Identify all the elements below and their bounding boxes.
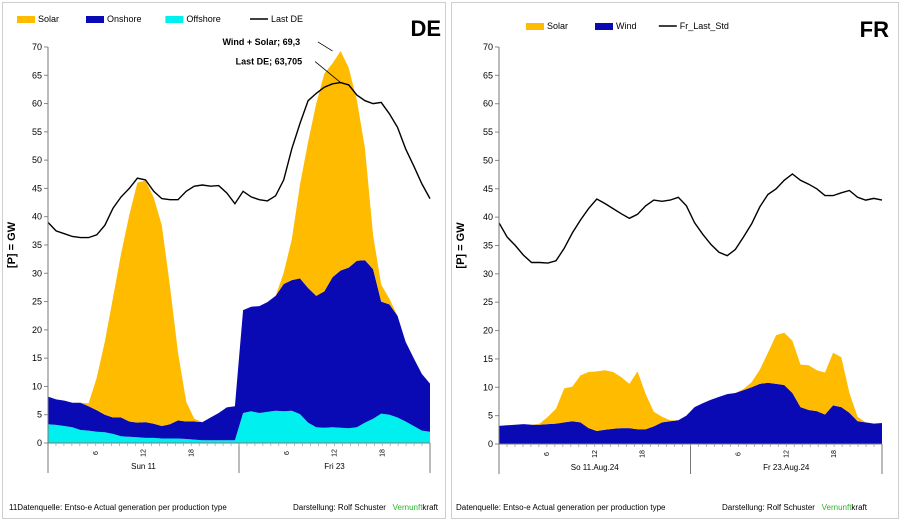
de-xtick-label-0: 6 (93, 451, 100, 455)
fr-day-label-1: Fr 23.Aug.24 (763, 463, 810, 472)
de-xtick-label-4: 12 (332, 449, 339, 457)
de-xtick-label-3: 6 (284, 451, 291, 455)
de-legend-swatch-1 (86, 16, 104, 23)
de-chart-panel: 0 5 10 15 20 25 30 35 40 45 50 55 60 65 70 6 12 18 6 12 18 Su… (2, 2, 446, 519)
de-xtick-label-1: 12 (141, 449, 148, 457)
de-legend-label-0: Solar (38, 14, 59, 24)
fr-area-solar (499, 332, 882, 431)
fr-brand-vernunft: Vernunft (821, 503, 852, 512)
de-brand-vernunft: Vernunft (392, 503, 423, 512)
de-footer-source: 11Datenquelle: Entso-e Actual generation… (9, 503, 227, 512)
fr-area-wind (499, 382, 882, 444)
de-ytick-label-10: 50 (32, 155, 42, 165)
fr-footer-source: Datenquelle: Entso-e Actual generation p… (456, 503, 666, 512)
de-legend-label-3: Last DE (271, 14, 303, 24)
fr-xtick-label-2: 18 (640, 450, 647, 458)
de-annotation-leader-1 (314, 61, 341, 83)
fr-line-fr-last-std (498, 173, 883, 264)
de-y-axis-label: [P] = GW (6, 221, 18, 268)
fr-ytick-label-10: 50 (483, 155, 493, 165)
de-ytick-label-2: 10 (32, 381, 42, 391)
de-area-onshore (48, 260, 430, 441)
fr-ytick-label-6: 30 (483, 269, 493, 279)
de-ytick-label-5: 25 (32, 297, 42, 307)
fr-xtick-label-4: 12 (783, 450, 790, 458)
de-ytick-label-1: 5 (37, 410, 42, 420)
fr-day-label-0: So 11.Aug.24 (571, 463, 619, 472)
de-ytick-label-7: 35 (32, 240, 42, 250)
de-day-label-1: Fri 23 (324, 462, 345, 471)
de-legend-swatch-2 (165, 16, 184, 23)
fr-ytick-label-0: 0 (488, 439, 493, 449)
fr-y-axis-label: [P] = GW (455, 222, 467, 269)
de-chart: 0 5 10 15 20 25 30 35 40 45 50 55 60 65 70 6 12 18 6 12 18 Su… (6, 14, 441, 473)
fr-xtick-label-3: 6 (735, 452, 742, 456)
fr-ytick-label-4: 20 (483, 326, 493, 336)
fr-chart-panel: 0 5 10 15 20 25 30 35 40 45 50 55 60 65 70 6 12 18 6 12 18 So… (451, 2, 899, 519)
fr-ytick-label-2: 10 (483, 382, 493, 392)
fr-ytick-label-11: 55 (483, 127, 493, 137)
de-xtick-label-2: 18 (188, 449, 195, 457)
de-annotation-1: Last DE; 63,705 (236, 57, 303, 67)
fr-footer-credit-text: Darstellung: Rolf Schuster (722, 503, 815, 512)
de-legend-label-1: Onshore (107, 14, 142, 24)
fr-title: FR (860, 17, 889, 42)
fr-xtick-label-0: 6 (544, 452, 551, 456)
fr-legend-swatch-0 (526, 23, 544, 30)
de-footer-credit: Darstellung: Rolf Schuster Vernunftkraft (293, 503, 438, 512)
de-area-offshore (48, 410, 430, 443)
de-title: DE (410, 16, 441, 41)
fr-ytick-label-14: 70 (483, 42, 493, 52)
fr-ytick-label-5: 25 (483, 297, 493, 307)
fr-legend-label-0: Solar (547, 21, 568, 31)
de-ytick-label-12: 60 (32, 99, 42, 109)
de-annotation-leader-0 (317, 41, 333, 52)
de-xtick-label-5: 18 (379, 449, 386, 457)
fr-footer-credit: Darstellung: Rolf Schuster Vernunftkraft (722, 503, 867, 512)
de-ytick-label-3: 15 (32, 353, 42, 363)
de-legend-swatch-0 (17, 16, 35, 23)
de-day-label-0: Sun 11 (131, 462, 156, 471)
fr-xtick-label-1: 12 (592, 450, 599, 458)
fr-ytick-label-12: 60 (483, 99, 493, 109)
de-ytick-label-9: 45 (32, 183, 42, 193)
de-ytick-label-8: 40 (32, 212, 42, 222)
fr-legend-swatch-1 (595, 23, 613, 30)
fr-legend-label-2: Fr_Last_Std (680, 21, 729, 31)
de-ytick-label-0: 0 (37, 438, 42, 448)
de-footer-credit-text: Darstellung: Rolf Schuster (293, 503, 386, 512)
fr-xtick-label-5: 18 (831, 450, 838, 458)
fr-legend-label-1: Wind (616, 21, 637, 31)
de-ytick-label-4: 20 (32, 325, 42, 335)
de-annotation-0: Wind + Solar; 69,3 (222, 37, 300, 47)
de-ytick-label-6: 30 (32, 268, 42, 278)
de-ytick-label-11: 55 (32, 127, 42, 137)
fr-ytick-label-8: 40 (483, 212, 493, 222)
fr-ytick-label-9: 45 (483, 184, 493, 194)
de-area-solar (48, 51, 430, 426)
fr-ytick-label-1: 5 (488, 411, 493, 421)
fr-brand-kraft: kraft (851, 503, 867, 512)
de-line-last-de (47, 81, 431, 239)
fr-ytick-label-3: 15 (483, 354, 493, 364)
de-brand-kraft: kraft (422, 503, 438, 512)
fr-ytick-label-13: 65 (483, 70, 493, 80)
fr-chart: 0 5 10 15 20 25 30 35 40 45 50 55 60 65 70 6 12 18 6 12 18 So… (455, 17, 889, 474)
de-ytick-label-13: 65 (32, 70, 42, 80)
de-legend-label-2: Offshore (186, 14, 220, 24)
de-ytick-label-14: 70 (32, 42, 42, 52)
fr-ytick-label-7: 35 (483, 241, 493, 251)
